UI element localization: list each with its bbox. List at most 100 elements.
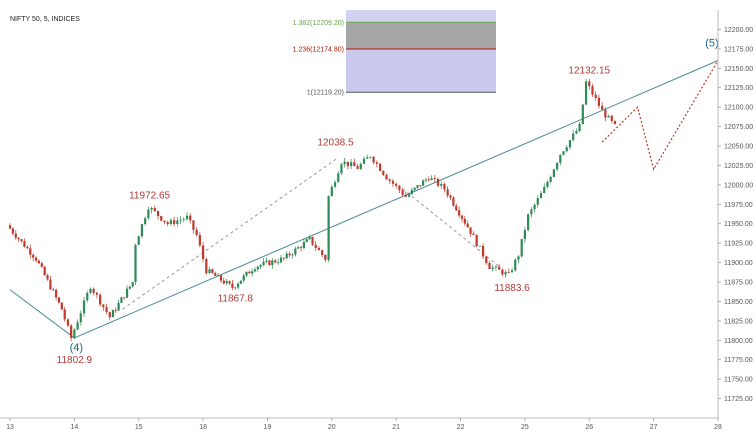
candle-body: [256, 266, 259, 270]
candle-body: [308, 236, 311, 240]
candle-body: [333, 182, 337, 187]
candle-body: [225, 281, 228, 284]
price-annotation: 11802.9: [57, 355, 93, 366]
candle-body: [401, 190, 404, 195]
candle-body: [32, 254, 35, 258]
candle-body: [222, 280, 225, 284]
y-tick-label: 11875.00: [724, 280, 753, 287]
candle-body: [294, 248, 297, 255]
candle-body: [581, 104, 584, 125]
candle-body: [343, 161, 346, 165]
candle-body: [317, 247, 321, 251]
y-tick-label: 12125.00: [724, 85, 753, 92]
x-axis: 13 14 15 18 19 20 21 22 25 26 27 28: [0, 417, 722, 431]
y-tick-label: 11850.00: [724, 299, 753, 306]
candle-body: [584, 81, 588, 105]
candle-body: [533, 204, 536, 210]
x-tick-label: 27: [650, 424, 658, 431]
y-tick-label: 11900.00: [724, 260, 753, 267]
candle-body: [378, 163, 382, 171]
candle-body: [514, 259, 517, 271]
candle-body: [297, 247, 300, 249]
candle-body: [413, 187, 416, 190]
candle-body: [404, 194, 407, 197]
price-annotation: 11972.65: [129, 191, 170, 202]
candle-body: [359, 163, 362, 169]
candle-body: [398, 185, 401, 191]
candle-body: [475, 235, 478, 247]
x-tick-label: 19: [264, 424, 272, 431]
candle-body: [55, 289, 58, 298]
candle-body: [604, 109, 607, 118]
x-tick-label: 25: [521, 424, 529, 431]
candle-body: [131, 282, 134, 287]
candle-body: [549, 176, 552, 182]
price-annotation: 11883.6: [494, 283, 530, 294]
candle-body: [114, 310, 117, 311]
y-tick-label: 12200.00: [724, 27, 753, 34]
wave-label: (4): [70, 342, 83, 354]
candle-body: [543, 186, 546, 194]
candle-body: [228, 281, 231, 284]
candle-body: [578, 124, 581, 132]
candle-body: [562, 151, 565, 155]
wave-label: (5): [705, 38, 718, 50]
candle-body: [234, 287, 237, 289]
candle-body: [274, 260, 277, 263]
candle-body: [443, 183, 446, 190]
candle-body: [478, 245, 481, 247]
candle-body: [330, 186, 333, 197]
candle-body: [305, 239, 308, 242]
candle-body: [166, 222, 169, 225]
price-annotation: 12038.5: [317, 137, 354, 148]
candle-body: [337, 173, 340, 183]
candle-body: [268, 260, 271, 266]
candle-body: [201, 245, 205, 260]
candle-body: [501, 269, 504, 275]
candle-body: [494, 266, 498, 268]
candle-body: [530, 209, 533, 215]
wave-guide-dashed: [122, 157, 339, 310]
candle-body: [491, 267, 494, 269]
candle-body: [147, 209, 150, 219]
y-tick-label: 11750.00: [724, 377, 753, 384]
price-annotation: 12132.15: [568, 65, 610, 76]
candle-body: [346, 161, 350, 167]
candle-body: [395, 183, 398, 186]
candle-body: [536, 198, 539, 205]
candle-body: [217, 275, 220, 276]
candle-body: [179, 219, 182, 221]
candle-body: [520, 239, 523, 257]
candle-body: [517, 256, 520, 260]
y-tick-label: 11975.00: [724, 202, 753, 209]
candle-body: [488, 262, 491, 269]
candle-body: [276, 262, 280, 264]
y-tick-label: 12175.00: [724, 46, 753, 53]
candle-body: [299, 247, 303, 249]
candle-body: [60, 302, 63, 310]
fib-zone-top: [346, 10, 496, 23]
candle-body: [416, 185, 419, 188]
candle-body: [86, 293, 89, 301]
candle-body: [8, 225, 12, 229]
candle-body: [111, 310, 115, 318]
candle-body: [449, 195, 452, 198]
candle-body: [120, 297, 123, 303]
candle-body: [140, 224, 144, 237]
candle-body: [498, 266, 501, 270]
candle-body: [469, 227, 472, 234]
candle-body: [539, 193, 543, 199]
candle-body: [34, 257, 38, 261]
y-tick-label: 11825.00: [724, 318, 753, 325]
candle-body: [123, 297, 126, 299]
candle-body: [248, 271, 251, 274]
candle-body: [23, 240, 26, 247]
candle-body: [552, 169, 555, 177]
candle-body: [527, 214, 530, 231]
candle-body: [95, 292, 98, 295]
candle-body: [321, 250, 324, 256]
price-annotation: 11867.8: [218, 293, 254, 304]
candle-body: [279, 257, 283, 263]
trendline: [74, 60, 719, 339]
